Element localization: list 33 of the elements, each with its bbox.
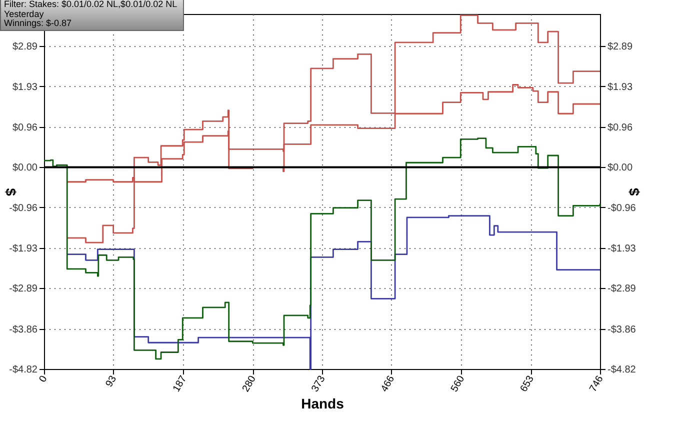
y2-tick-label: -$2.89: [608, 284, 636, 295]
text: Yesterday: [4, 8, 45, 19]
y2-tick-label: $2.89: [608, 42, 633, 53]
y2-tick-label: -$4.82: [608, 364, 636, 376]
x-tick-label: 466: [379, 374, 398, 394]
y2-tick-label: $0.00: [608, 162, 633, 174]
y2-tick-label: -$3.86: [608, 324, 636, 336]
x-tick-label: 93: [104, 374, 120, 390]
x-tick-label: 560: [449, 374, 468, 394]
x-tick-label: 373: [310, 374, 328, 394]
y2-tick-label: $0.96: [608, 122, 633, 134]
annotation: Winnings: $-0.87: [4, 18, 73, 28]
x-tick-label: 746: [588, 374, 606, 394]
y-tick-label: -$3.86: [9, 324, 38, 336]
y-tick-label: $2.89: [12, 42, 38, 53]
x-axis-title: Hands: [301, 395, 344, 412]
y-tick-label: -$2.89: [9, 284, 38, 295]
y2-tick-label: -$1.93: [608, 244, 636, 255]
x-tick-label: 187: [171, 374, 190, 394]
y2-tick-label: -$0.96: [608, 202, 636, 214]
x-tick-label: 653: [518, 374, 537, 394]
text: Filter: Stakes: $0.01/0.02 NL,$0.01/0.02 NL: [4, 0, 178, 10]
y-tick-label: -$1.93: [9, 244, 38, 255]
y-tick-label: -$0.96: [9, 202, 38, 214]
y-tick-label: $0.96: [12, 122, 38, 134]
y-tick-label: -$4.82: [9, 364, 38, 376]
y2-axis-title: $: [626, 188, 642, 196]
x-tick-label: 0: [37, 374, 50, 384]
x-tick-label: 280: [240, 374, 259, 394]
y2-tick-label: $1.93: [608, 82, 633, 93]
y-tick-label: $0.00: [12, 162, 38, 174]
y-tick-label: $1.93: [12, 82, 38, 93]
y-axis-title: $: [3, 188, 20, 196]
